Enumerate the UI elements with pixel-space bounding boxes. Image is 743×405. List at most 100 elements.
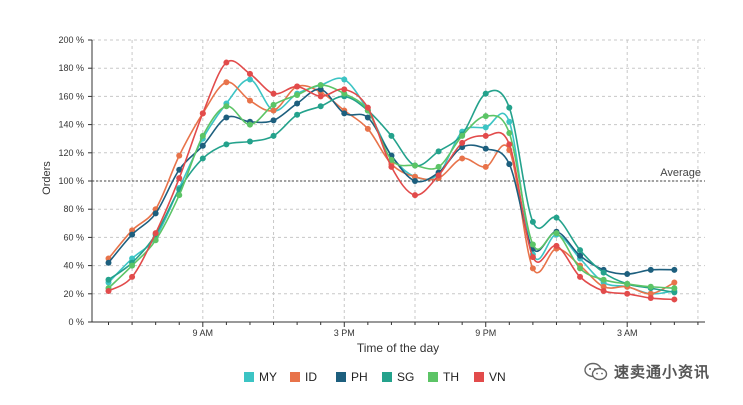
x-tick-label: 3 AM [617,328,638,338]
data-point-ph [482,145,489,152]
data-point-th [246,121,253,128]
data-point-vn [388,163,395,170]
data-point-ph [364,114,371,121]
data-point-th [129,262,136,269]
legend-label: SG [397,370,414,384]
data-point-sg [553,214,560,221]
data-point-sg [294,111,301,118]
data-point-ph [129,231,136,238]
y-tick-label: 140 % [58,120,84,130]
data-point-ph [294,100,301,107]
data-point-sg [577,247,584,254]
legend-item-id[interactable]: ID [290,370,317,384]
data-point-sg [506,104,513,111]
series-line-my [107,77,675,295]
data-point-ph [341,110,348,117]
data-point-vn [270,90,277,97]
data-point-th [294,91,301,98]
data-point-vn [671,296,678,303]
y-tick-label: 120 % [58,148,84,158]
y-tick-label: 100 % [58,176,84,186]
data-point-ph [223,114,230,121]
legend-swatch [244,372,254,382]
data-point-ph [105,259,112,266]
y-tick-label: 60 % [63,232,84,242]
data-point-vn [176,175,183,182]
data-point-sg [246,138,253,145]
data-point-vn [577,273,584,280]
data-point-id [600,283,607,290]
legend: MY ID PH SG TH VN [244,370,506,384]
y-tick-label: 80 % [63,204,84,214]
watermark: 速卖通小资讯 [584,361,710,382]
data-point-vn [317,93,324,100]
y-tick-label: 200 % [58,35,84,45]
data-point-vn [412,192,419,199]
y-tick-label: 180 % [58,63,84,73]
data-point-vn [647,295,654,302]
data-point-my [482,124,489,131]
data-point-th [553,230,560,237]
wechat-chat-bubbles-icon [584,362,608,380]
data-point-vn [435,172,442,179]
data-point-sg [223,141,230,148]
data-point-vn [364,104,371,111]
data-point-th [647,283,654,290]
data-point-th [459,132,466,139]
data-point-sg [435,148,442,155]
x-tick-label: 9 PM [475,328,496,338]
legend-item-my[interactable]: MY [244,370,277,384]
data-point-vn [294,83,301,90]
legend-swatch [290,372,300,382]
data-point-vn [553,242,560,249]
data-point-my [246,76,253,83]
data-point-th [223,103,230,110]
legend-swatch [336,372,346,382]
x-axis-label: Time of the day [357,341,439,355]
series [105,59,678,303]
legend-label: PH [351,370,368,384]
data-point-vn [341,86,348,93]
data-point-id [364,125,371,132]
legend-item-sg[interactable]: SG [382,370,414,384]
data-point-my [506,118,513,125]
legend-item-ph[interactable]: PH [336,370,368,384]
data-point-th [671,285,678,292]
legend-item-th[interactable]: TH [428,370,459,384]
data-point-ph [412,178,419,184]
data-point-th [388,156,395,163]
series-line-vn [108,60,675,301]
data-point-th [270,101,277,108]
legend-label: TH [443,370,459,384]
y-tick-label: 0 % [68,317,84,327]
average-label: Average [660,167,701,179]
data-point-my [129,255,136,262]
data-point-ph [270,117,277,124]
data-point-th [176,192,183,199]
data-point-sg [600,269,607,276]
series-vn [105,59,678,303]
data-point-id [129,227,136,234]
data-point-id [671,279,678,286]
data-point-sg [482,90,489,97]
data-point-ph [577,252,584,259]
data-point-th [152,237,159,244]
data-point-th [624,280,631,287]
data-point-vn [506,141,513,148]
data-point-id [246,97,253,104]
data-point-th [600,276,607,283]
data-point-th [506,130,513,137]
data-point-th [435,163,442,170]
y-ticks: 0 % 20 % 40 % 60 % 80 % 100 % 120 % 140 % 160 % 1… [58,35,92,327]
x-ticks: 9 AM 3 PM 9 PM 3 AM [108,322,699,338]
data-point-id [223,79,230,86]
data-point-th [341,90,348,97]
legend-label: MY [259,370,277,384]
data-point-sg [529,218,536,225]
data-point-sg [105,276,112,283]
legend-item-vn[interactable]: VN [474,370,506,384]
data-point-vn [152,230,159,237]
y-tick-label: 160 % [58,91,84,101]
data-point-id [412,173,419,180]
